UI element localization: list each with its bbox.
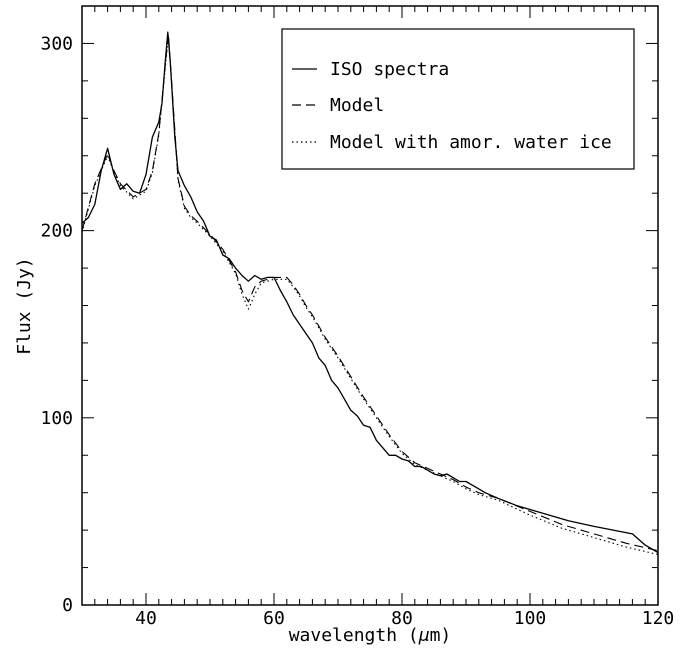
y-tick-label: 0 [62, 595, 73, 616]
y-tick-label: 300 [40, 33, 73, 54]
axis-ticks [81, 5, 659, 606]
x-tick-label: 80 [391, 608, 413, 629]
x-axis-label-mu: μ [418, 625, 430, 646]
series-line-iso-spectra [81, 31, 659, 554]
legend-label-model-amor-water-ice: Model with amor. water ice [330, 132, 612, 153]
x-axis-label-text: wavelength ( [289, 625, 419, 646]
x-tick-label: 60 [263, 608, 285, 629]
y-tick-labels: 0 100 200 300 [40, 33, 73, 616]
legend-box [281, 28, 635, 170]
x-tick-labels: 40 60 80 100 120 [135, 608, 674, 629]
x-tick-label: 100 [514, 608, 547, 629]
x-tick-label: 120 [642, 608, 675, 629]
x-tick-label: 40 [135, 608, 157, 629]
y-axis-label: Flux (Jy) [14, 257, 35, 355]
series-layer [81, 31, 659, 556]
legend-label-iso-spectra: ISO spectra [330, 59, 449, 80]
legend: ISO spectra Model Model with amor. water… [281, 28, 635, 170]
legend-label-model: Model [330, 95, 384, 116]
x-axis-label: wavelength (μm) [289, 625, 452, 646]
series-line-model [81, 33, 659, 552]
y-tick-label: 200 [40, 221, 73, 242]
y-tick-label: 100 [40, 408, 73, 429]
x-axis-label-unit: m) [430, 625, 452, 646]
